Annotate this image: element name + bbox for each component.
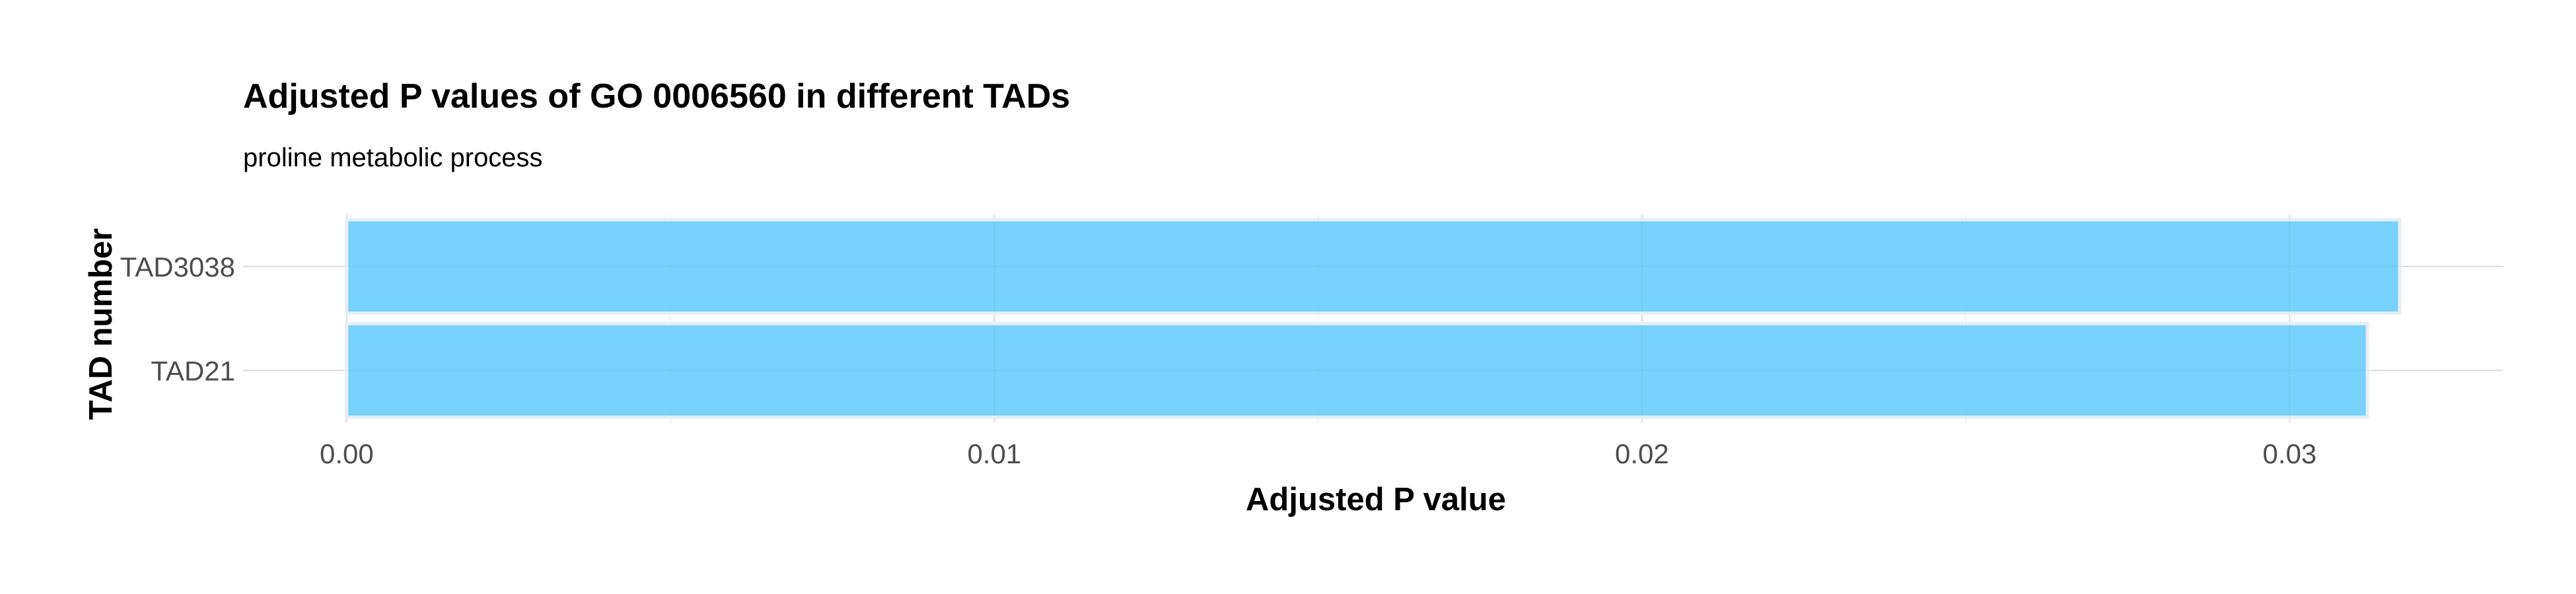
x-tick-label: 0.00 — [320, 438, 374, 469]
bars — [345, 218, 2402, 419]
chart-title: Adjusted P values of GO 0006560 in diffe… — [243, 77, 1070, 116]
x-tick-label: 0.03 — [2263, 438, 2317, 469]
x-tick-label: 0.01 — [968, 438, 1022, 469]
bar-tad3038 — [345, 218, 2402, 315]
y-tick-label: TAD3038 — [120, 251, 235, 282]
x-axis-ticks: 0.00 0.01 0.02 0.03 — [320, 438, 2316, 469]
y-axis-title: TAD number — [83, 228, 119, 420]
x-tick-label: 0.02 — [1615, 438, 1669, 469]
x-axis-title: Adjusted P value — [1246, 482, 1506, 517]
chart-subtitle: proline metabolic process — [243, 143, 543, 172]
y-tick-label: TAD21 — [151, 355, 235, 386]
bar-tad21 — [345, 321, 2369, 419]
y-axis-ticks: TAD21 TAD3038 — [120, 251, 235, 387]
